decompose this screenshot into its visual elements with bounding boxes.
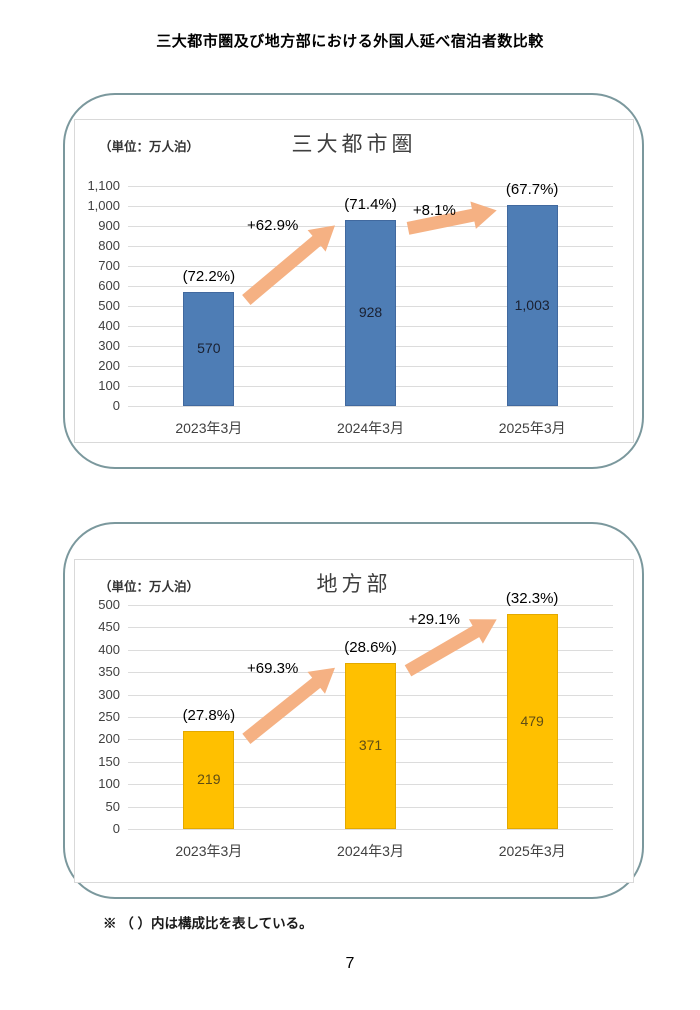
page-title: 三大都市圏及び地方部における外国人延べ宿泊者数比較 (156, 33, 544, 50)
y-axis-tick-label: 100 (98, 378, 120, 393)
bar-value-label: 371 (358, 736, 383, 753)
gridline (128, 627, 613, 629)
y-axis-tick-label: 900 (98, 218, 120, 233)
y-axis-tick-label: 350 (98, 664, 120, 680)
y-axis-tick-label: 600 (98, 278, 120, 293)
growth-percentage-label: +8.1% (412, 202, 456, 220)
y-axis-tick-label: 500 (98, 597, 120, 612)
x-axis-category-label: 2023年3月 (175, 843, 243, 859)
y-axis-tick-label: 250 (98, 709, 120, 724)
bar (345, 662, 396, 829)
x-axis-category-label: 2024年3月 (337, 420, 404, 436)
share-percentage-label: (72.2%) (182, 268, 236, 285)
y-axis-tick-label: 1,000 (87, 198, 120, 213)
bar (183, 292, 235, 406)
gridline (128, 605, 613, 606)
gridline (128, 406, 613, 407)
growth-percentage-label: +62.9% (247, 217, 299, 235)
regional-chart-panel: （単位：万人泊） 地方部 0 50 100 150 200 250 300 350 400 450… (63, 522, 644, 899)
bar-value-label: 1,003 (514, 296, 550, 313)
x-axis-category-label: 2024年3月 (337, 843, 404, 859)
y-axis-tick-label: 0 (112, 821, 120, 836)
bar-value-label: 570 (197, 340, 221, 356)
regional-plot-area: 0 50 100 150 200 250 300 350 400 450 500 219 (27.8%)… (75, 560, 633, 882)
gridline (128, 829, 613, 830)
y-axis-tick-label: 800 (98, 238, 120, 253)
share-percentage-label: (28.6%) (344, 638, 397, 656)
growth-percentage-label: +29.1% (408, 611, 460, 629)
gridline (128, 649, 613, 651)
gridline (128, 206, 613, 207)
y-axis-tick-label: 200 (98, 731, 120, 747)
bar-value-label: 928 (358, 304, 383, 321)
regional-unit-label: （単位：万人泊） (99, 580, 200, 594)
metro-chart-frame: （単位：万人泊） 三大都市圏 0 100 200 300 400 500 600 700 800… (74, 119, 634, 443)
gridline (128, 186, 613, 187)
y-axis-tick-label: 100 (98, 776, 120, 792)
bar-value-label: 219 (197, 770, 221, 787)
y-axis-tick-label: 1,100 (87, 178, 120, 193)
bar (506, 205, 558, 406)
page-number: 7 (345, 955, 355, 972)
y-axis-tick-label: 500 (98, 298, 120, 313)
metro-plot-area: 0 100 200 300 400 500 600 700 800 900 1,000 1,100 57… (75, 120, 633, 442)
bar-value-label: 479 (520, 712, 544, 729)
metro-chart-panel: （単位：万人泊） 三大都市圏 0 100 200 300 400 500 600 700 800… (63, 93, 644, 469)
share-percentage-label: (67.7%) (505, 181, 559, 199)
share-percentage-label: (71.4%) (344, 196, 397, 214)
y-axis-tick-label: 450 (98, 619, 120, 635)
share-percentage-label: (32.3%) (505, 590, 559, 608)
y-axis-tick-label: 400 (98, 641, 120, 657)
bar (183, 730, 235, 829)
growth-arrow-icon (242, 667, 335, 744)
footnote: ※ （ ）内は構成比を表している。 (103, 916, 313, 931)
bar (345, 220, 396, 406)
y-axis-tick-label: 300 (98, 686, 120, 702)
y-axis-tick-label: 0 (112, 398, 120, 413)
y-axis-tick-label: 700 (98, 258, 120, 273)
y-axis-tick-label: 150 (98, 753, 120, 769)
y-axis-tick-label: 400 (98, 318, 120, 333)
regional-chart-frame: （単位：万人泊） 地方部 0 50 100 150 200 250 300 350 400 450… (74, 559, 634, 883)
y-axis-tick-label: 300 (98, 338, 120, 353)
x-axis-category-label: 2023年3月 (175, 420, 243, 436)
regional-chart-title: 地方部 (316, 573, 392, 596)
x-axis-category-label: 2025年3月 (498, 843, 566, 859)
metro-unit-label: （単位：万人泊） (99, 140, 200, 154)
growth-percentage-label: +69.3% (247, 659, 299, 677)
y-axis-tick-label: 50 (105, 798, 120, 814)
y-axis-tick-label: 200 (98, 358, 120, 373)
x-axis-category-label: 2025年3月 (498, 420, 566, 436)
metro-chart-title: 三大都市圏 (291, 133, 417, 156)
bar (506, 614, 558, 829)
share-percentage-label: (27.8%) (182, 706, 236, 724)
